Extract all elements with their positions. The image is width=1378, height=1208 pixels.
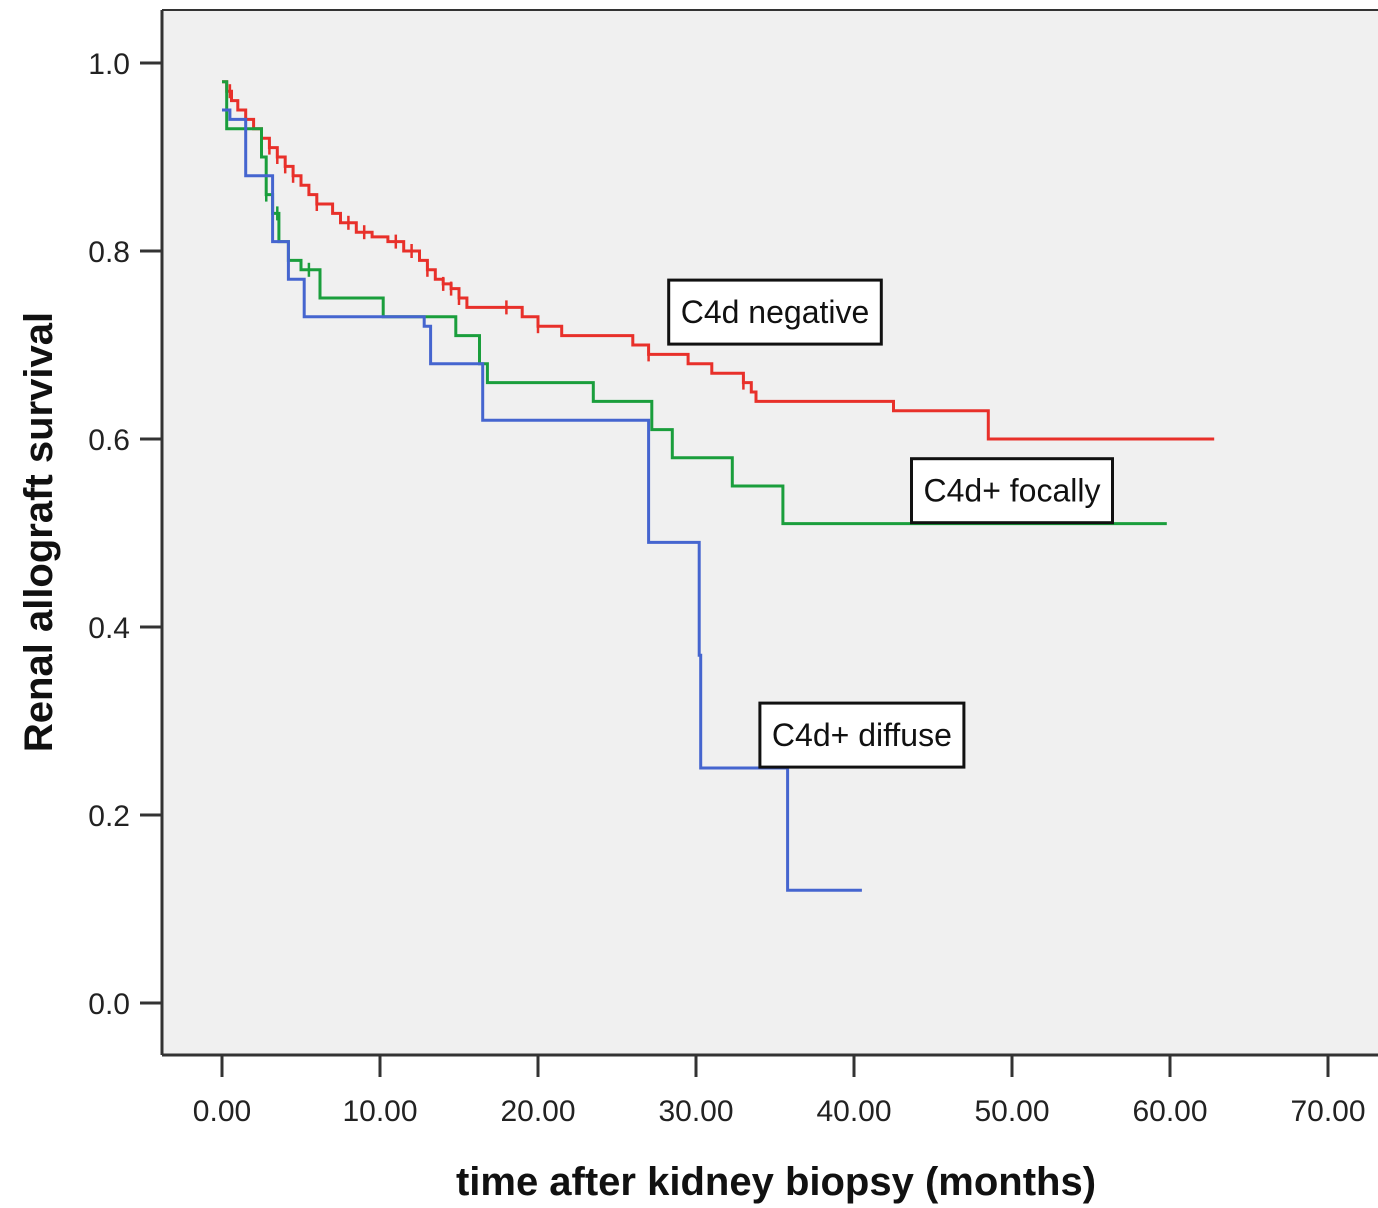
y-tick-label: 1.0 [88,48,130,81]
series-layer [222,80,1215,892]
series-label-text: C4d negative [681,294,870,330]
y-axis-title: Renal allograft survival [17,312,61,752]
x-tick-label: 30.00 [658,1095,733,1128]
series-label-frame [667,278,883,346]
x-axis-title: time after kidney biopsy (months) [456,1160,1096,1204]
x-tick-label: 50.00 [974,1095,1049,1128]
y-tick-label: 0.8 [88,236,130,269]
plot-background [162,10,1378,1055]
series-label-text: C4d+ diffuse [772,717,952,753]
series-line-blue [222,108,862,892]
y-tick-label: 0.4 [88,612,130,645]
series-label-frame [910,457,1114,525]
y-tick-label: 0.0 [88,988,130,1021]
x-tick-label: 20.00 [500,1095,575,1128]
series-label-frame [758,701,966,769]
x-tick-label: 10.00 [342,1095,417,1128]
x-tick-label: 40.00 [816,1095,891,1128]
series-label-text: C4d+ focally [924,473,1101,509]
x-tick-label: 60.00 [1132,1095,1207,1128]
x-axis-ticks: 0.00 10.00 20.00 30.00 40.00 50.00 60.00 70.00 [193,1055,1366,1128]
series-blue [222,108,862,892]
series-red [222,80,1215,441]
annotation-layer: C4d negative C4d+ focally C4d+ diffuse [667,278,1114,769]
series-label-box: C4d+ focally [910,457,1114,525]
series-label-box: C4d negative [667,278,883,346]
series-label-box: C4d+ diffuse [758,701,966,769]
x-tick-label: 70.00 [1290,1095,1365,1128]
y-tick-label: 0.2 [88,800,130,833]
x-tick-label: 0.00 [193,1095,251,1128]
y-tick-label: 0.6 [88,424,130,457]
y-axis-ticks: 0.0 0.2 0.4 0.6 0.8 1.0 [88,48,162,1021]
